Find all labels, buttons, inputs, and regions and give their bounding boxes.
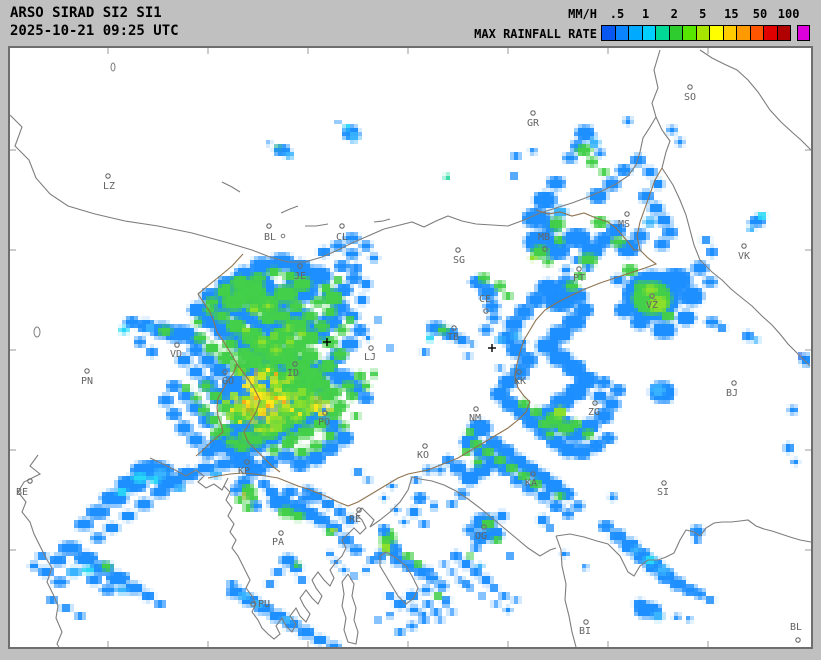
scale-tick-label: 100 <box>777 7 800 21</box>
scale-segment <box>682 25 697 41</box>
scale-segment <box>763 25 778 41</box>
scale-tick-label: 5 <box>699 7 707 21</box>
scale-segment <box>736 25 751 41</box>
color-scale-extra-segment <box>797 25 810 41</box>
scale-segment <box>695 25 710 41</box>
scale-segment <box>722 25 737 41</box>
scale-segment <box>601 25 616 41</box>
scale-tick-label: 15 <box>724 7 739 21</box>
unit-label: MM/H <box>568 7 597 21</box>
map-viewport <box>8 46 813 649</box>
scale-segment <box>776 25 791 41</box>
timestamp: 2025-10-21 09:25 UTC <box>10 23 179 39</box>
scale-segment <box>668 25 683 41</box>
scale-tick-label: 50 <box>752 7 768 21</box>
radar-precipitation-canvas <box>10 48 810 647</box>
scale-tick-label: .5 <box>609 7 625 21</box>
product-title: ARSO SIRAD SI2 SI1 <box>10 5 162 21</box>
scale-segment <box>655 25 670 41</box>
scale-segment <box>749 25 764 41</box>
scale-segment <box>614 25 629 41</box>
scale-segment <box>641 25 656 41</box>
scale-tick-label: 2 <box>670 7 678 21</box>
color-scale-bar <box>601 25 791 41</box>
scale-tick-labels: .5 1 2 5 15 50 100 <box>0 0 821 24</box>
scale-segment <box>628 25 643 41</box>
scale-segment <box>709 25 724 41</box>
scale-label: MAX RAINFALL RATE <box>474 27 597 41</box>
scale-tick-label: 1 <box>641 7 650 21</box>
